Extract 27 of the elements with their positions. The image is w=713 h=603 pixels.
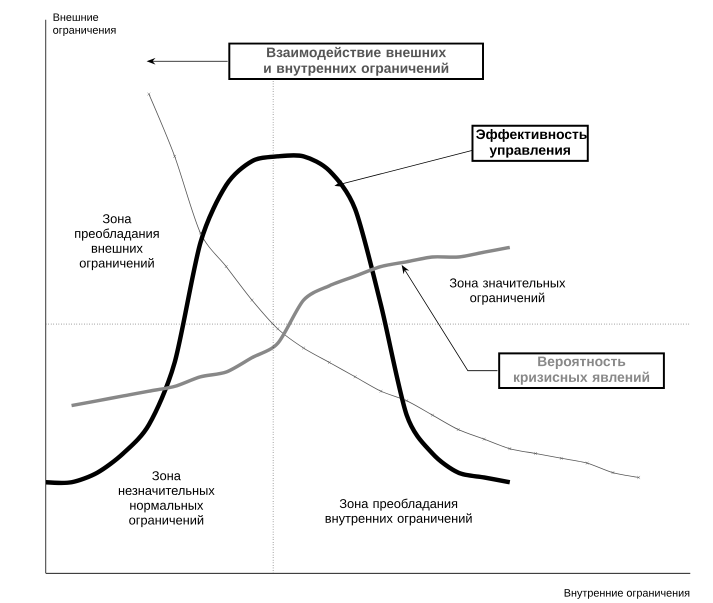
- point: [250, 298, 254, 302]
- point: [405, 399, 408, 402]
- annotation: Зона преобладания внутренних ограничений: [326, 498, 472, 526]
- annotation: Зона значительных ограничений: [450, 278, 566, 305]
- point: [302, 346, 306, 350]
- point: [173, 154, 176, 158]
- point: [586, 461, 589, 465]
- point: [276, 327, 280, 331]
- text: Вероятность кризисных явлений: [514, 356, 650, 385]
- annotation: Зона незначительных нормальных ограничений: [118, 471, 215, 528]
- point: [353, 375, 357, 378]
- point: [328, 360, 331, 364]
- point: [560, 456, 564, 460]
- point: [224, 264, 228, 268]
- point: [379, 390, 383, 393]
- point: [534, 452, 538, 456]
- point: [456, 428, 460, 432]
- point: [611, 471, 615, 474]
- text: Взаимодействие внешних и внутренних ограничений: [264, 46, 448, 76]
- annotation: Зона преобладания внешних ограничений: [75, 214, 159, 270]
- point: [198, 231, 202, 235]
- text: Внешние ограничения: [53, 13, 116, 36]
- text: Эффективность управления: [476, 129, 587, 158]
- point: [430, 414, 434, 417]
- point: [508, 447, 512, 450]
- point: [482, 437, 486, 441]
- x-axis-title: Внутренние ограничения: [564, 589, 690, 599]
